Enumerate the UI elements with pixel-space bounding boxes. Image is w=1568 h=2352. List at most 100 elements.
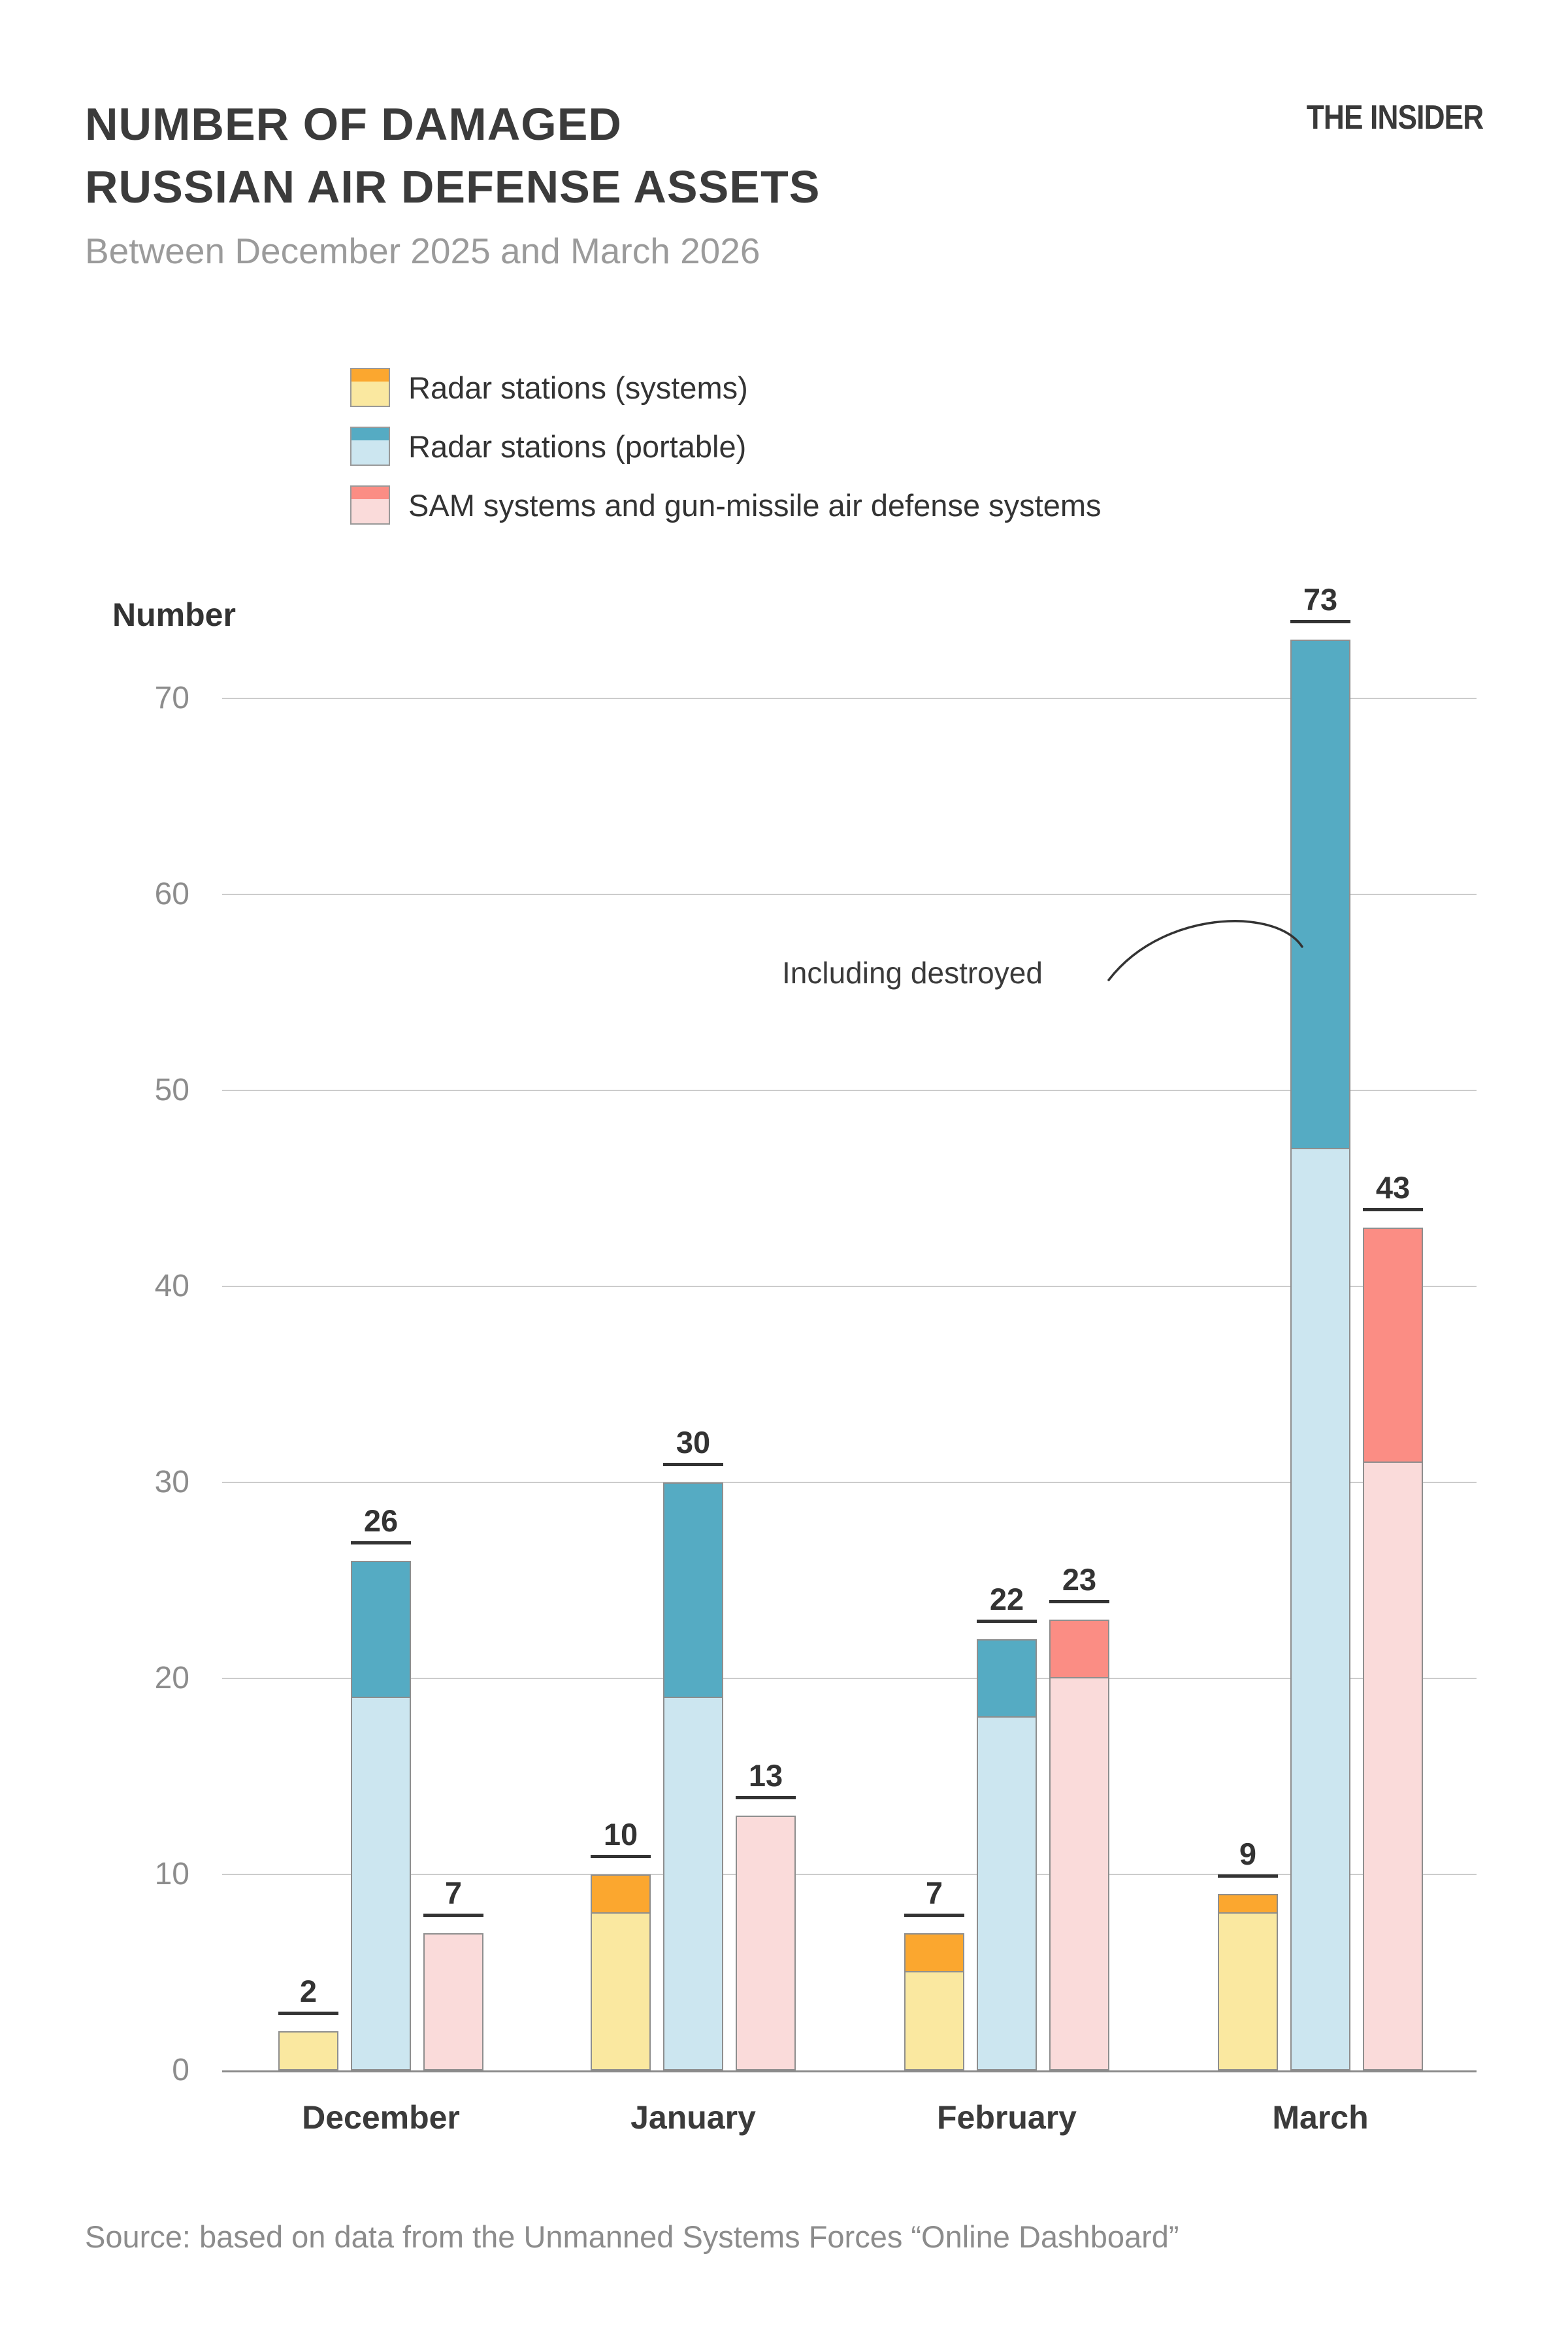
bar-value: 23 xyxy=(1062,1562,1097,1597)
bar-segment-including-destroyed xyxy=(1219,1895,1277,1914)
legend-item-sam-systems: SAM systems and gun-missile air defense … xyxy=(350,485,1101,525)
bar-segment-including-destroyed xyxy=(1292,641,1349,1149)
page-title-line1: NUMBER OF DAMAGED xyxy=(85,99,622,150)
bar-march-series1 xyxy=(1290,640,1350,2070)
bar-segment-including-destroyed xyxy=(906,1935,963,1972)
gridline-20 xyxy=(222,1678,1477,1679)
bar-value-underline xyxy=(1363,1208,1423,1211)
legend: Radar stations (systems) Radar stations … xyxy=(350,368,1101,544)
bar-value: 2 xyxy=(299,1974,318,2008)
bar-february-series1 xyxy=(977,1639,1037,2070)
bar-value: 13 xyxy=(748,1758,783,1793)
legend-label: Radar stations (systems) xyxy=(408,370,748,405)
bar-value-label: 23 xyxy=(1049,1562,1109,1603)
y-tick-label-40: 40 xyxy=(154,1269,189,1303)
bar-value-label: 7 xyxy=(904,1876,964,1917)
legend-swatch-dark xyxy=(351,487,389,499)
gridline-30 xyxy=(222,1482,1477,1483)
legend-label: SAM systems and gun-missile air defense … xyxy=(408,487,1102,523)
bar-value-underline xyxy=(663,1463,723,1466)
bar-december-series1 xyxy=(351,1561,411,2070)
legend-swatch-light xyxy=(351,499,389,523)
subtitle: Between December 2025 and March 2026 xyxy=(85,231,760,271)
bar-february-series0 xyxy=(904,1933,964,2070)
bar-value-label: 22 xyxy=(977,1582,1037,1623)
y-tick-label-20: 20 xyxy=(154,1661,189,1695)
x-tick-label-march: March xyxy=(1272,2099,1369,2136)
bar-value-underline xyxy=(351,1541,411,1544)
legend-swatch-dark xyxy=(351,428,389,440)
bar-value: 10 xyxy=(603,1817,638,1852)
bar-march-series2 xyxy=(1363,1228,1423,2070)
gridline-10 xyxy=(222,1874,1477,1875)
bar-segment-including-destroyed xyxy=(592,1876,649,1914)
bar-value: 30 xyxy=(676,1425,711,1460)
bar-value-underline xyxy=(278,2012,338,2015)
bar-value-label: 13 xyxy=(736,1758,796,1799)
bar-value-label: 73 xyxy=(1290,582,1350,623)
bar-january-series2 xyxy=(736,1816,796,2070)
legend-swatch-light xyxy=(351,382,389,406)
legend-swatch-radar-systems xyxy=(350,368,390,407)
bar-value-label: 30 xyxy=(663,1425,723,1466)
y-tick-label-50: 50 xyxy=(154,1073,189,1107)
bar-value-label: 9 xyxy=(1218,1837,1278,1878)
legend-swatch-sam-systems xyxy=(350,485,390,525)
annotation-text: Including destroyed xyxy=(782,956,1043,990)
bar-value: 73 xyxy=(1303,582,1338,617)
bar-value-label: 2 xyxy=(278,1974,338,2015)
gridline-40 xyxy=(222,1286,1477,1287)
gridline-60 xyxy=(222,894,1477,895)
bar-segment-including-destroyed xyxy=(1364,1229,1422,1463)
x-tick-label-february: February xyxy=(937,2099,1077,2136)
logo: THE INSIDER xyxy=(1306,99,1483,137)
bar-value: 7 xyxy=(925,1876,943,1910)
bar-january-series1 xyxy=(663,1482,723,2070)
bar-value-underline xyxy=(977,1620,1037,1623)
y-tick-label-10: 10 xyxy=(154,1857,189,1891)
gridline-70 xyxy=(222,698,1477,699)
bar-value-label: 26 xyxy=(351,1503,411,1544)
bar-value: 26 xyxy=(363,1503,399,1538)
y-tick-label-70: 70 xyxy=(154,681,189,715)
legend-item-radar-portable: Radar stations (portable) xyxy=(350,427,1101,466)
legend-label: Radar stations (portable) xyxy=(408,429,747,464)
bar-segment-including-destroyed xyxy=(1051,1621,1108,1678)
bar-value-underline xyxy=(1218,1874,1278,1878)
bar-value-underline xyxy=(1290,620,1350,623)
page-title-line2: RUSSIAN AIR DEFENSE ASSETS xyxy=(85,161,821,212)
x-tick-label-december: December xyxy=(302,2099,460,2136)
bar-value: 43 xyxy=(1375,1170,1411,1205)
legend-swatch-radar-portable xyxy=(350,427,390,466)
bar-value: 22 xyxy=(989,1582,1024,1616)
source-note: Source: based on data from the Unmanned … xyxy=(85,2219,1179,2254)
y-axis-title: Number xyxy=(112,596,236,633)
bar-value-underline xyxy=(423,1914,483,1917)
bar-value: 7 xyxy=(444,1876,463,1910)
bar-segment-including-destroyed xyxy=(352,1562,410,1698)
bar-january-series0 xyxy=(591,1874,651,2070)
bar-february-series2 xyxy=(1049,1620,1109,2070)
y-tick-label-60: 60 xyxy=(154,877,189,911)
bar-december-series0 xyxy=(278,2031,338,2070)
x-axis-line xyxy=(222,2070,1477,2072)
y-tick-label-0: 0 xyxy=(172,2053,189,2087)
gridline-50 xyxy=(222,1090,1477,1091)
bar-value-label: 7 xyxy=(423,1876,483,1917)
bar-value-underline xyxy=(904,1914,964,1917)
legend-item-radar-systems: Radar stations (systems) xyxy=(350,368,1101,407)
bar-value-label: 43 xyxy=(1363,1170,1423,1211)
bar-value-underline xyxy=(591,1855,651,1858)
bar-segment-including-destroyed xyxy=(978,1641,1036,1718)
legend-swatch-dark xyxy=(351,369,389,382)
bar-march-series0 xyxy=(1218,1894,1278,2070)
bar-value-underline xyxy=(1049,1600,1109,1603)
page-title: NUMBER OF DAMAGED RUSSIAN AIR DEFENSE AS… xyxy=(85,93,820,218)
y-tick-label-30: 30 xyxy=(154,1465,189,1499)
bar-value-label: 10 xyxy=(591,1817,651,1858)
bar-value-underline xyxy=(736,1796,796,1799)
bar-value: 9 xyxy=(1239,1837,1257,1871)
x-tick-label-january: January xyxy=(630,2099,756,2136)
bar-segment-including-destroyed xyxy=(664,1484,722,1698)
